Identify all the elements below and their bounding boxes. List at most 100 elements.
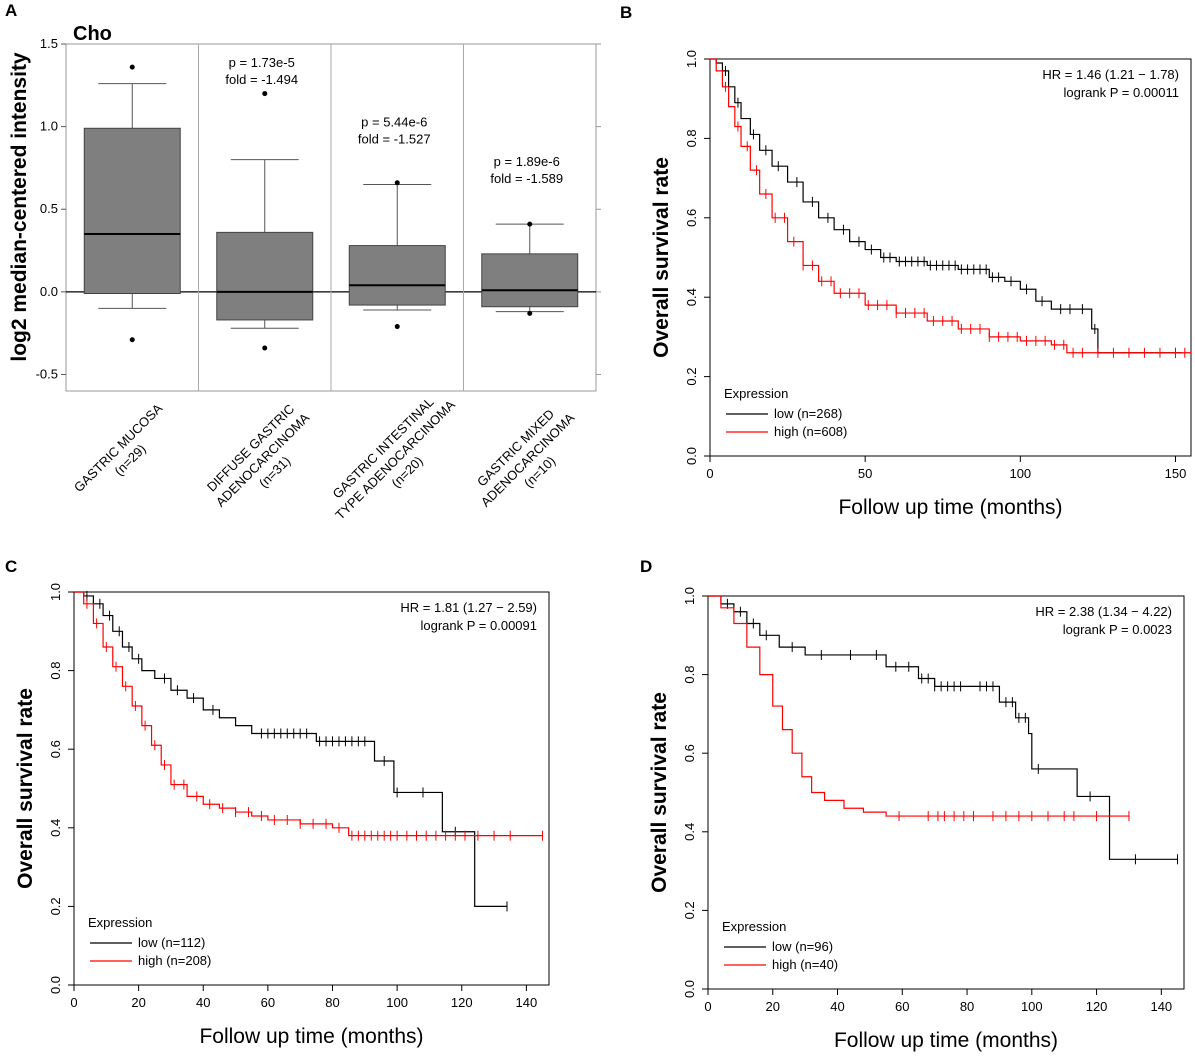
km-x-tick-label: 150 bbox=[1165, 466, 1187, 481]
km-x-tick-label: 120 bbox=[1086, 999, 1108, 1014]
km-y-tick-label: 1.0 bbox=[684, 50, 699, 68]
panel-a-label: A bbox=[5, 1, 17, 20]
panel-a-category-line: GASTRIC INTESTINAL bbox=[329, 394, 436, 501]
km-y-tick-label: 1.0 bbox=[48, 583, 63, 601]
km-y-tick-label: 0.4 bbox=[48, 819, 63, 837]
km-legend-title: Expression bbox=[724, 386, 788, 401]
panel-a-p-value: p = 1.73e-5 bbox=[229, 55, 295, 70]
km-y-axis-label: Overall survival rate bbox=[650, 157, 673, 358]
panel-a-y-tick-label: 1.0 bbox=[40, 119, 58, 134]
box-outlier bbox=[129, 64, 135, 70]
panel-a-fold-change: fold = -1.527 bbox=[358, 131, 431, 146]
km-curve-low bbox=[74, 591, 507, 907]
km-x-tick-label: 40 bbox=[196, 995, 210, 1010]
panel-a-p-value: p = 5.44e-6 bbox=[361, 114, 427, 129]
km-y-tick-label: 0.2 bbox=[682, 901, 697, 919]
panel-d-km: D 0.0 0.2 0.4 0.6 0.8 1.0 0 20 40 60 80 100 120 140 Fo… bbox=[640, 557, 1185, 1052]
panel-a-y-tick-label: 1.5 bbox=[40, 36, 58, 51]
panel-a-category-label: GASTRIC MUCOSA(n=29) bbox=[71, 400, 178, 507]
km-y-tick-label: 0.4 bbox=[684, 288, 699, 306]
km-plot-frame bbox=[709, 58, 1192, 457]
km-y-tick-label: 0.0 bbox=[48, 976, 63, 994]
km-hazard-ratio: HR = 2.38 (1.34 − 4.22) bbox=[1035, 604, 1172, 619]
km-x-tick-label: 140 bbox=[516, 995, 538, 1010]
km-plot-frame bbox=[707, 595, 1185, 990]
km-curve-high bbox=[74, 591, 543, 837]
km-x-tick-label: 100 bbox=[386, 995, 408, 1010]
km-x-tick-label: 60 bbox=[261, 995, 275, 1010]
km-y-tick-label: 0.8 bbox=[684, 129, 699, 147]
km-legend-entry: low (n=112) bbox=[138, 935, 205, 950]
panel-a-y-tick-label: -0.5 bbox=[36, 366, 58, 381]
km-logrank-p: logrank P = 0.00011 bbox=[1063, 85, 1179, 100]
panel-a-category-label: GASTRIC INTESTINALTYPE ADENOCARCINOMA(n=… bbox=[320, 385, 470, 535]
panel-c-km: C 0.0 0.2 0.4 0.6 0.8 1.0 0 20 40 60 80 100 120 140 Fo… bbox=[5, 557, 550, 1048]
km-hazard-ratio: HR = 1.46 (1.21 − 1.78) bbox=[1042, 67, 1179, 82]
km-y-tick-label: 0.0 bbox=[682, 980, 697, 998]
box-outlier bbox=[129, 337, 135, 343]
panel-a-fold-change: fold = -1.494 bbox=[225, 72, 298, 87]
box-iqr bbox=[481, 253, 579, 308]
km-y-tick-label: 0.6 bbox=[684, 209, 699, 227]
km-legend-entry: high (n=208) bbox=[138, 953, 211, 968]
km-plot-frame bbox=[73, 591, 550, 986]
km-legend-entry: high (n=40) bbox=[772, 957, 838, 972]
km-legend-title: Expression bbox=[88, 915, 152, 930]
km-x-tick-label: 0 bbox=[70, 995, 77, 1010]
panel-a-fold-change: fold = -1.589 bbox=[490, 171, 563, 186]
km-logrank-p: logrank P = 0.0023 bbox=[1063, 622, 1172, 637]
panel-a-y-tick-label: 0.0 bbox=[40, 284, 58, 299]
km-x-axis-label: Follow up time (months) bbox=[838, 496, 1062, 519]
km-legend-entry: high (n=608) bbox=[774, 424, 847, 439]
box-iqr bbox=[83, 127, 181, 295]
km-x-tick-label: 100 bbox=[1021, 999, 1043, 1014]
km-legend-entry: low (n=96) bbox=[772, 939, 833, 954]
km-y-tick-label: 0.4 bbox=[682, 823, 697, 841]
box-outlier bbox=[527, 310, 533, 316]
km-x-tick-label: 60 bbox=[895, 999, 909, 1014]
panel-a-category-label: DIFFUSE GASTRICADENOCARCINOMA(n=31) bbox=[201, 398, 325, 522]
km-x-tick-label: 100 bbox=[1009, 466, 1031, 481]
box-iqr bbox=[348, 245, 446, 306]
km-x-axis-label: Follow up time (months) bbox=[199, 1025, 423, 1048]
km-x-tick-label: 80 bbox=[960, 999, 974, 1014]
panel-a-p-value: p = 1.89e-6 bbox=[494, 154, 560, 169]
km-x-tick-label: 50 bbox=[858, 466, 872, 481]
km-curve-high bbox=[708, 595, 1129, 817]
km-x-tick-label: 0 bbox=[706, 466, 713, 481]
km-x-tick-label: 140 bbox=[1150, 999, 1172, 1014]
panel-a-category-line: TYPE ADENOCARCINOMA bbox=[332, 397, 458, 523]
km-legend-title: Expression bbox=[722, 919, 786, 934]
km-curve-high bbox=[710, 58, 1191, 354]
panel-a-groups: GASTRIC MUCOSA(n=29) p = 1.73e-5 fold = -1… bbox=[71, 44, 590, 535]
km-y-tick-label: 1.0 bbox=[682, 587, 697, 605]
km-y-tick-label: 0.6 bbox=[682, 744, 697, 762]
km-logrank-p: logrank P = 0.00091 bbox=[421, 618, 538, 633]
km-y-tick-label: 0.8 bbox=[48, 662, 63, 680]
km-y-tick-label: 0.6 bbox=[48, 740, 63, 758]
box-outlier bbox=[527, 221, 533, 227]
km-y-tick-label: 0.8 bbox=[682, 666, 697, 684]
panel-b-km: B 0.0 0.2 0.4 0.6 0.8 1.0 0 50 100 150 Follow up t… bbox=[620, 3, 1192, 519]
box-iqr bbox=[216, 231, 314, 321]
km-curve-low bbox=[708, 595, 1178, 860]
km-y-tick-label: 0.2 bbox=[684, 368, 699, 386]
km-y-axis-label: Overall survival rate bbox=[648, 692, 671, 893]
box-outlier bbox=[262, 345, 268, 351]
km-x-tick-label: 20 bbox=[766, 999, 780, 1014]
km-legend-entry: low (n=268) bbox=[774, 406, 842, 421]
panel-a-title: Cho bbox=[73, 23, 112, 45]
km-x-tick-label: 120 bbox=[451, 995, 473, 1010]
km-x-tick-label: 0 bbox=[704, 999, 711, 1014]
panel-b-label: B bbox=[620, 3, 632, 22]
panel-a-category-label: GASTRIC MIXEDADENOCARCINOMA(n=10) bbox=[466, 398, 590, 522]
panel-d-label: D bbox=[640, 557, 652, 576]
km-y-axis-label: Overall survival rate bbox=[14, 688, 37, 889]
km-curve-low bbox=[710, 58, 1182, 354]
box-outlier bbox=[394, 180, 400, 186]
km-x-tick-label: 80 bbox=[325, 995, 339, 1010]
km-x-tick-label: 20 bbox=[131, 995, 145, 1010]
panel-a-y-tick-label: 0.5 bbox=[40, 201, 58, 216]
panel-a-y-axis-label: log2 median-centered intensity bbox=[8, 52, 31, 362]
